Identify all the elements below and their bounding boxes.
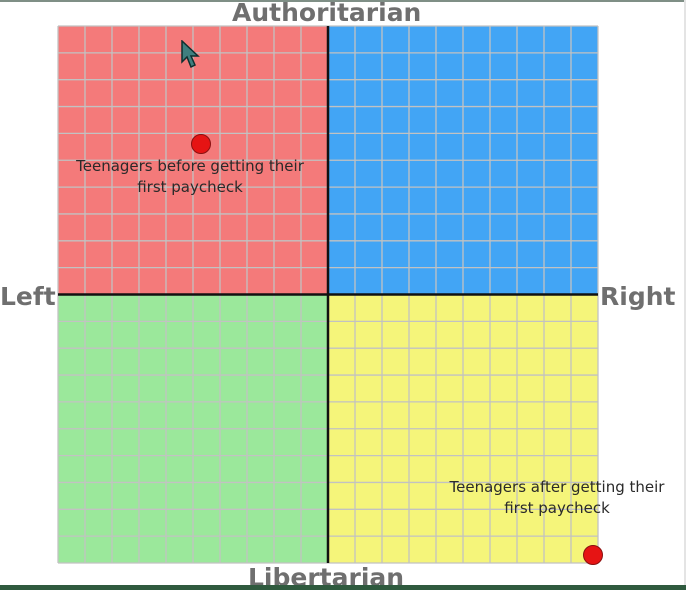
- window-bottom-border: [0, 585, 686, 590]
- cursor-arrow-icon: [181, 40, 200, 69]
- annotation-after-paycheck: Teenagers after getting their first payc…: [449, 478, 665, 517]
- axis-label-authoritarian: Authoritarian: [232, 0, 422, 27]
- window-top-border: [0, 0, 686, 2]
- annotation-before-paycheck: Teenagers before getting their first pay…: [76, 157, 304, 196]
- marker-after-paycheck: [583, 545, 603, 565]
- window-right-border: [684, 0, 686, 590]
- marker-before-paycheck: [191, 134, 211, 154]
- axis-label-right: Right: [600, 282, 676, 311]
- axis-label-left: Left: [0, 282, 56, 311]
